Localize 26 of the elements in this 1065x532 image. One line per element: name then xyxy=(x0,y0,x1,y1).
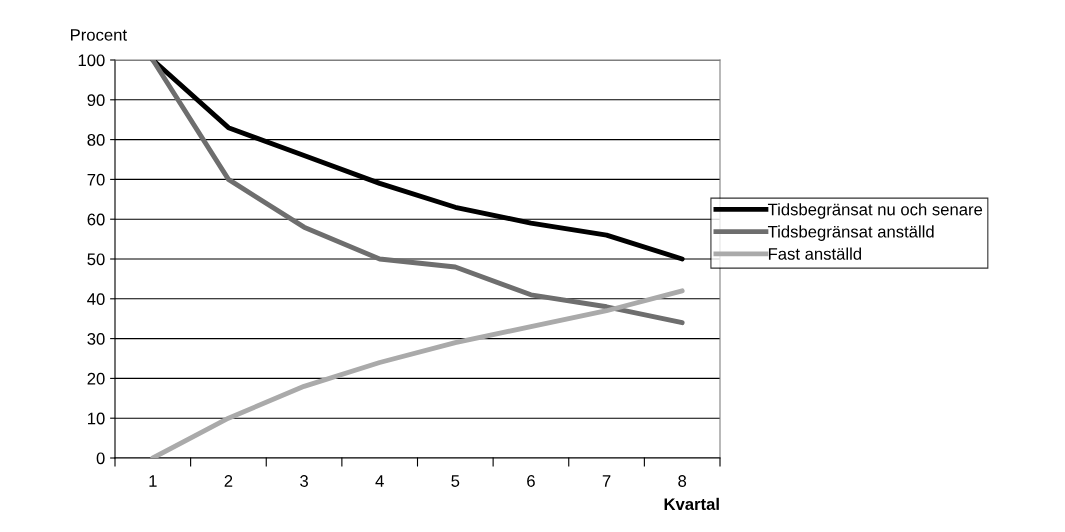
x-tick-label: 4 xyxy=(375,475,384,487)
y-axis-title: Procent xyxy=(70,29,127,41)
y-tick-label: 10 xyxy=(88,412,105,425)
y-tick-label: 0 xyxy=(96,452,105,465)
y-tick-label: 70 xyxy=(87,173,105,186)
x-tick-label: 2 xyxy=(224,475,233,487)
x-tick-label: 6 xyxy=(527,475,535,487)
line-series xyxy=(150,288,685,458)
x-tick-label: 3 xyxy=(300,475,308,487)
y-tick-label: 90 xyxy=(87,94,105,106)
x-tick-label: 1 xyxy=(149,475,157,487)
y-tick-label: 30 xyxy=(87,333,105,345)
y-tick-label: 40 xyxy=(87,293,105,305)
y-tick-label: 50 xyxy=(87,253,105,266)
x-tick-label: 8 xyxy=(678,475,687,487)
y-tick-label: 60 xyxy=(87,213,105,226)
line-series xyxy=(150,60,685,326)
x-tick-label: 5 xyxy=(451,475,460,487)
y-tick-label: 80 xyxy=(87,134,105,146)
y-tick-label: 20 xyxy=(87,372,105,385)
legend-label: Tidsbegränsat nu och senare xyxy=(767,203,983,219)
x-tick-label: 7 xyxy=(602,475,611,487)
x-axis-title: Kvartal xyxy=(664,497,719,511)
y-tick-label: 100 xyxy=(78,54,105,67)
legend-label: Fast anställd xyxy=(768,247,862,260)
legend-label: Tidsbegränsat anställd xyxy=(767,225,934,241)
